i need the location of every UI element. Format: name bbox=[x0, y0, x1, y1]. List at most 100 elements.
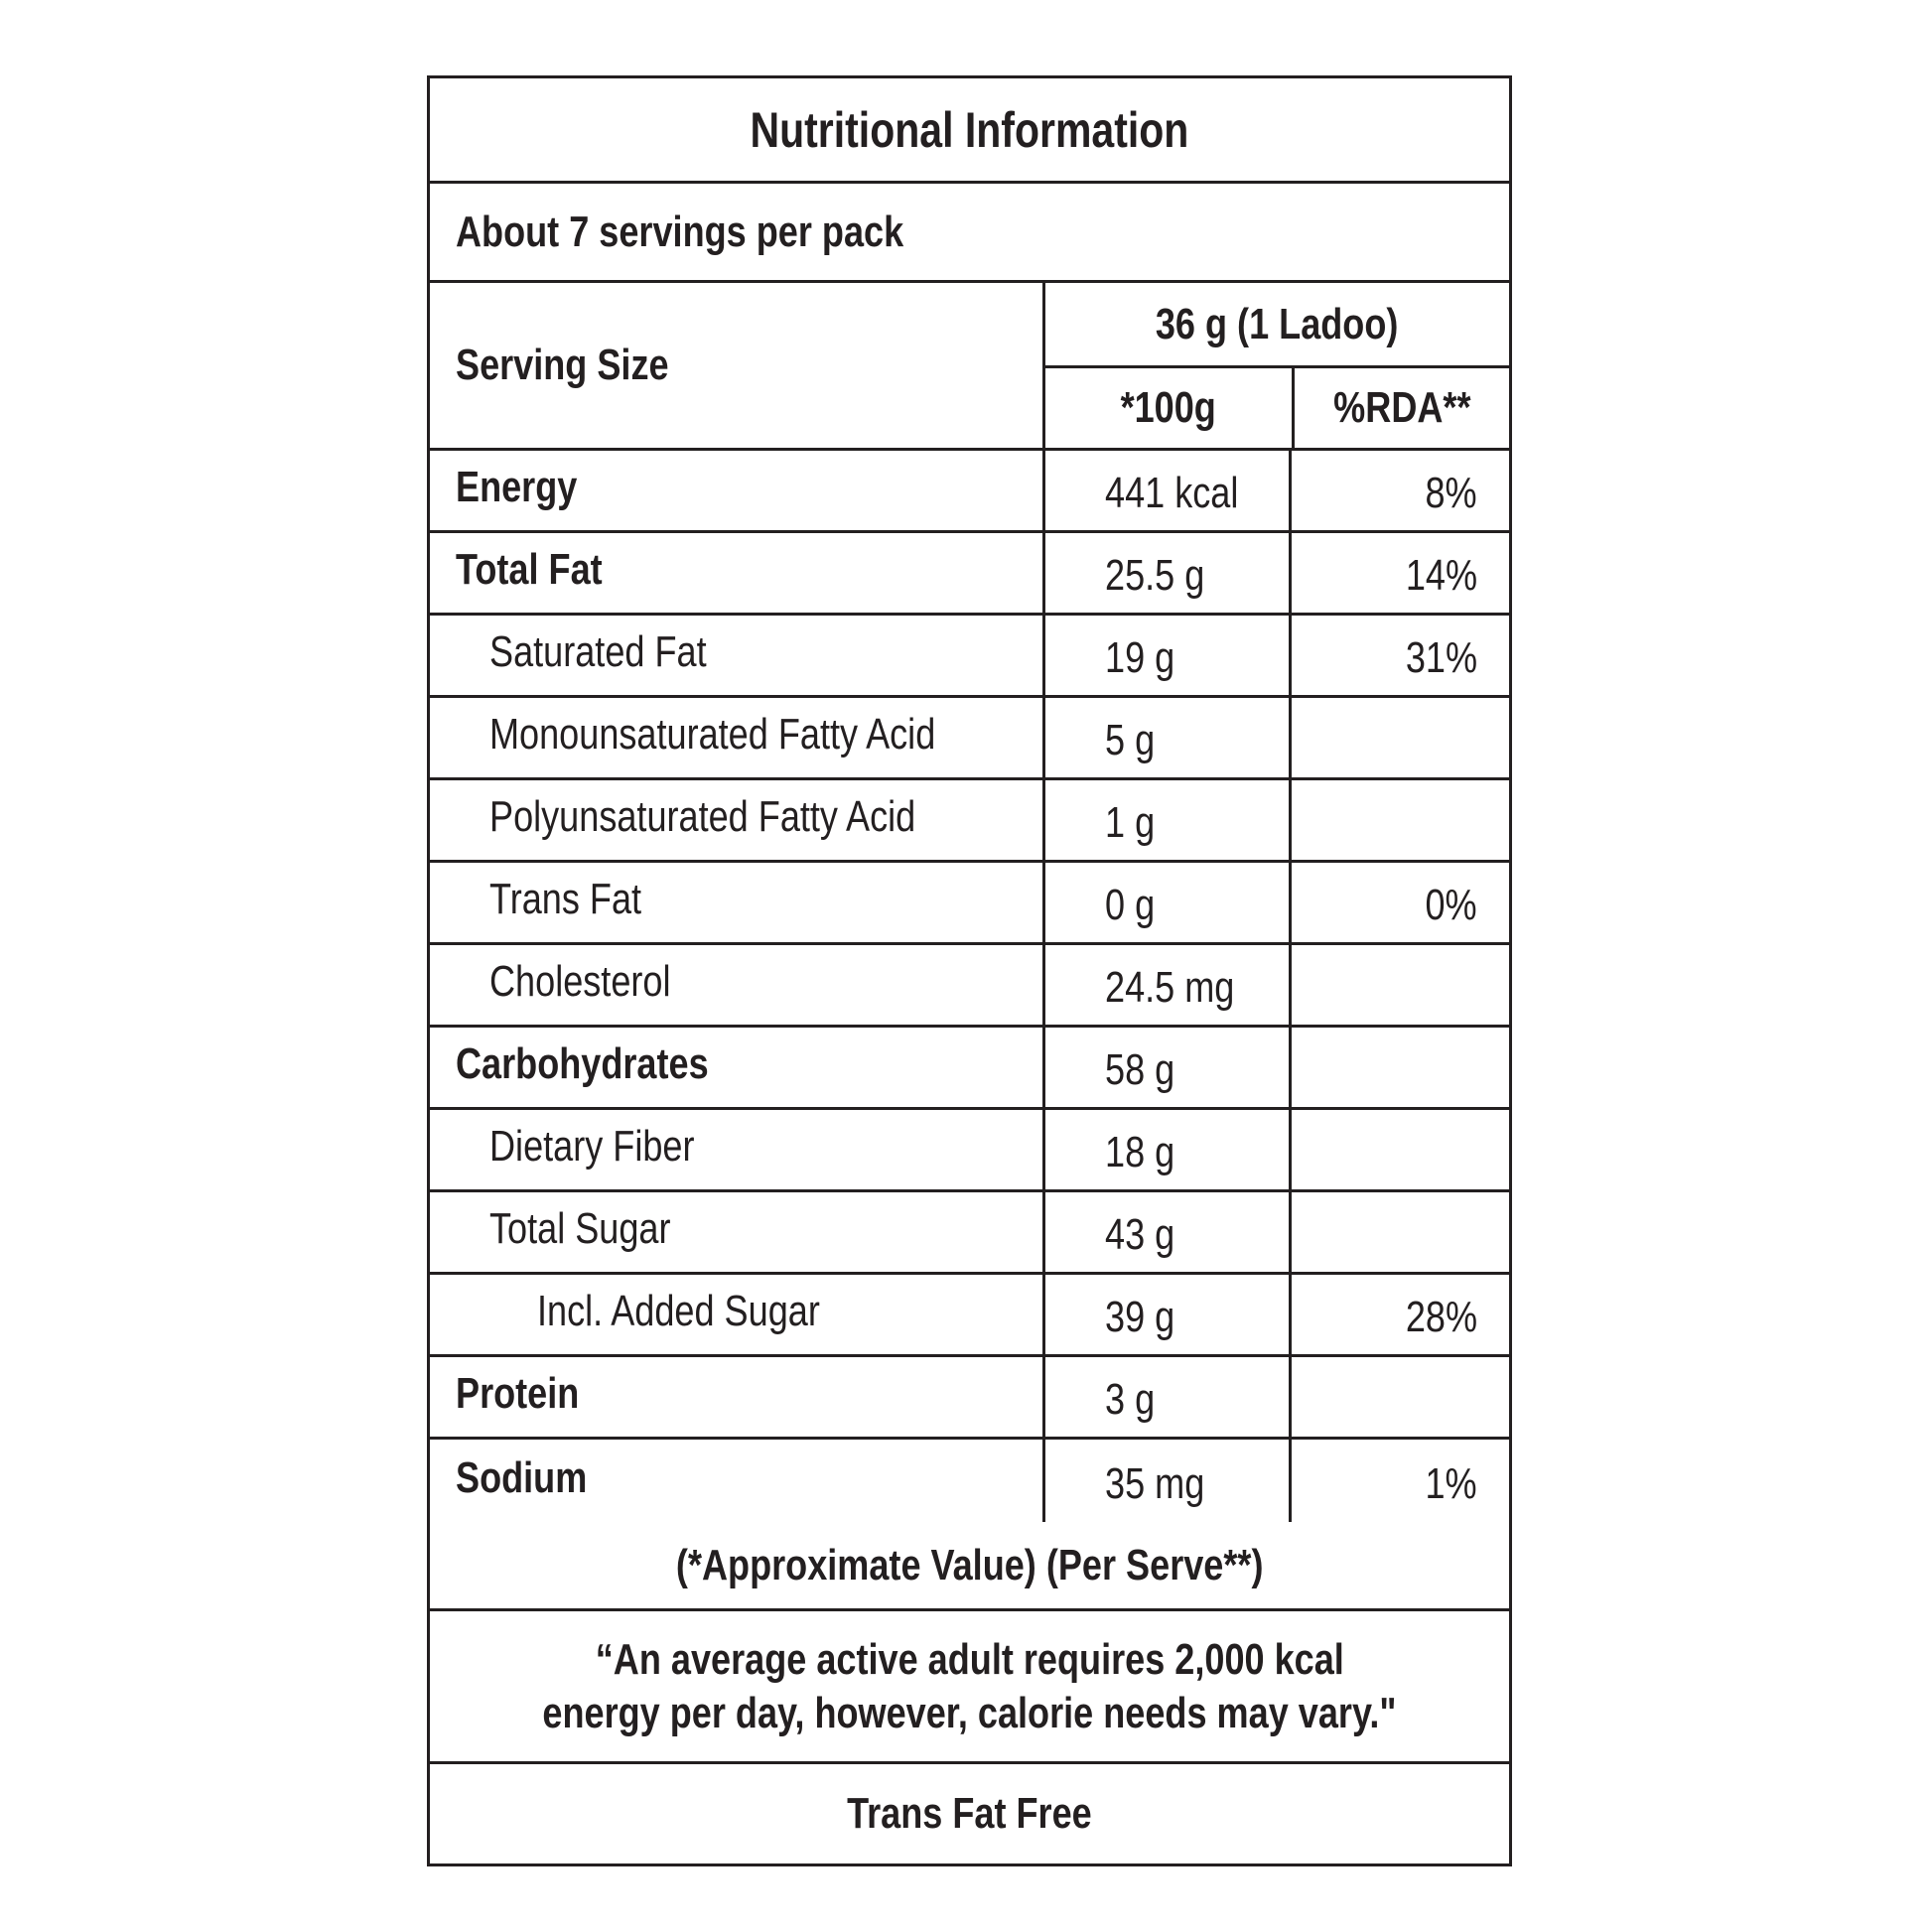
nutrient-name: Protein bbox=[456, 1369, 580, 1418]
rda-cell: 14% bbox=[1292, 533, 1509, 613]
rda-value: 1% bbox=[1425, 1458, 1477, 1508]
rda-header: %RDA** bbox=[1295, 368, 1509, 448]
rda-cell: 0% bbox=[1292, 863, 1509, 942]
per-100g-value: 0 g bbox=[1105, 881, 1156, 929]
nutrient-row: Protein 3 g bbox=[430, 1357, 1509, 1440]
nutrient-name: Sodium bbox=[456, 1452, 588, 1502]
serving-size-value-cell: 36 g (1 Ladoo) bbox=[1045, 283, 1509, 368]
rda-value: 0% bbox=[1425, 881, 1477, 929]
serving-size-value: 36 g (1 Ladoo) bbox=[1156, 299, 1399, 348]
per-100g-value: 43 g bbox=[1105, 1210, 1175, 1259]
rda-cell bbox=[1292, 1110, 1509, 1189]
nutrient-name-cell: Cholesterol bbox=[430, 945, 1045, 1025]
nutrient-row: Cholesterol 24.5 mg bbox=[430, 945, 1509, 1028]
per-100g-value: 39 g bbox=[1105, 1293, 1175, 1341]
servings-per-pack: About 7 servings per pack bbox=[456, 207, 904, 256]
rda-cell bbox=[1292, 1357, 1509, 1437]
nutrient-name-cell: Carbohydrates bbox=[430, 1028, 1045, 1107]
rda-cell: 1% bbox=[1292, 1440, 1509, 1522]
per-100g-value: 5 g bbox=[1105, 716, 1156, 764]
footnote-row: (*Approximate Value) (Per Serve**) bbox=[430, 1522, 1509, 1611]
nutrient-name-cell: Saturated Fat bbox=[430, 616, 1045, 695]
per-100g-value: 1 g bbox=[1105, 798, 1156, 847]
per-100g-cell: 0 g bbox=[1045, 863, 1292, 942]
per-100g-value: 24.5 mg bbox=[1105, 963, 1235, 1012]
energy-statement-row: “An average active adult requires 2,000 … bbox=[430, 1611, 1509, 1764]
serving-size-cell: Serving Size bbox=[430, 283, 1045, 448]
nutrient-name: Polyunsaturated Fatty Acid bbox=[489, 792, 916, 841]
per-100g-value: 441 kcal bbox=[1105, 469, 1239, 517]
rda-cell bbox=[1292, 698, 1509, 777]
nutrient-name-cell: Sodium bbox=[430, 1440, 1045, 1522]
trans-fat-free-claim: Trans Fat Free bbox=[847, 1789, 1092, 1838]
nutrient-row: Dietary Fiber 18 g bbox=[430, 1110, 1509, 1192]
per-100g-cell: 43 g bbox=[1045, 1192, 1292, 1272]
nutrient-name-cell: Dietary Fiber bbox=[430, 1110, 1045, 1189]
nutrient-row: Incl. Added Sugar 39 g 28% bbox=[430, 1275, 1509, 1357]
nutrient-row: Total Fat 25.5 g 14% bbox=[430, 533, 1509, 616]
rda-cell bbox=[1292, 1192, 1509, 1272]
nutrient-name-cell: Trans Fat bbox=[430, 863, 1045, 942]
nutrient-row: Total Sugar 43 g bbox=[430, 1192, 1509, 1275]
nutrient-name: Carbohydrates bbox=[456, 1039, 709, 1088]
nutrient-name: Total Fat bbox=[456, 545, 603, 594]
nutrient-name-cell: Monounsaturated Fatty Acid bbox=[430, 698, 1045, 777]
nutrient-row: Saturated Fat 19 g 31% bbox=[430, 616, 1509, 698]
per-100g-cell: 1 g bbox=[1045, 780, 1292, 860]
rda-cell bbox=[1292, 1028, 1509, 1107]
nutrient-name: Incl. Added Sugar bbox=[537, 1287, 820, 1335]
per-100g-header-text: *100g bbox=[1120, 383, 1217, 432]
per-100g-value: 25.5 g bbox=[1105, 551, 1205, 600]
nutrient-name-cell: Energy bbox=[430, 451, 1045, 530]
per-100g-cell: 441 kcal bbox=[1045, 451, 1292, 530]
nutrient-name: Monounsaturated Fatty Acid bbox=[489, 710, 936, 759]
per-100g-cell: 3 g bbox=[1045, 1357, 1292, 1437]
energy-statement-line-1: “An average active adult requires 2,000 … bbox=[595, 1634, 1344, 1684]
per-100g-cell: 5 g bbox=[1045, 698, 1292, 777]
nutrient-name-cell: Incl. Added Sugar bbox=[430, 1275, 1045, 1354]
per-100g-cell: 39 g bbox=[1045, 1275, 1292, 1354]
per-100g-value: 19 g bbox=[1105, 633, 1175, 682]
nutrient-row: Trans Fat 0 g 0% bbox=[430, 863, 1509, 945]
per-100g-header: *100g bbox=[1045, 368, 1295, 448]
per-100g-cell: 25.5 g bbox=[1045, 533, 1292, 613]
nutrient-name: Energy bbox=[456, 463, 578, 511]
nutrient-row: Energy 441 kcal 8% bbox=[430, 451, 1509, 533]
rda-cell bbox=[1292, 780, 1509, 860]
rda-cell bbox=[1292, 945, 1509, 1025]
nutrient-name: Cholesterol bbox=[489, 957, 671, 1006]
per-100g-cell: 58 g bbox=[1045, 1028, 1292, 1107]
nutrition-label: Nutritional Information About 7 servings… bbox=[427, 75, 1512, 1866]
nutrient-name: Saturated Fat bbox=[489, 627, 707, 676]
per-100g-cell: 35 mg bbox=[1045, 1440, 1292, 1522]
rda-value: 28% bbox=[1405, 1293, 1477, 1341]
nutrient-name-cell: Total Sugar bbox=[430, 1192, 1045, 1272]
per-100g-value: 18 g bbox=[1105, 1128, 1175, 1176]
footnote: (*Approximate Value) (Per Serve**) bbox=[675, 1540, 1264, 1589]
nutrient-name-cell: Protein bbox=[430, 1357, 1045, 1437]
per-100g-cell: 19 g bbox=[1045, 616, 1292, 695]
nutrient-name-cell: Polyunsaturated Fatty Acid bbox=[430, 780, 1045, 860]
nutrient-name-cell: Total Fat bbox=[430, 533, 1045, 613]
nutrient-row: Sodium 35 mg 1% bbox=[430, 1440, 1509, 1522]
per-100g-cell: 24.5 mg bbox=[1045, 945, 1292, 1025]
nutrient-row: Polyunsaturated Fatty Acid 1 g bbox=[430, 780, 1509, 863]
per-100g-value: 35 mg bbox=[1105, 1458, 1205, 1508]
rda-value: 8% bbox=[1425, 469, 1477, 517]
serving-size-label: Serving Size bbox=[456, 341, 669, 389]
title-row: Nutritional Information bbox=[430, 78, 1509, 184]
rda-cell: 31% bbox=[1292, 616, 1509, 695]
rda-value: 14% bbox=[1405, 551, 1477, 600]
label-title: Nutritional Information bbox=[750, 101, 1189, 158]
nutrient-row: Carbohydrates 58 g bbox=[430, 1028, 1509, 1110]
claim-row: Trans Fat Free bbox=[430, 1764, 1509, 1863]
per-100g-cell: 18 g bbox=[1045, 1110, 1292, 1189]
nutrient-row: Monounsaturated Fatty Acid 5 g bbox=[430, 698, 1509, 780]
per-100g-value: 3 g bbox=[1105, 1375, 1156, 1424]
rda-cell: 8% bbox=[1292, 451, 1509, 530]
nutrient-name: Trans Fat bbox=[489, 875, 642, 923]
rda-cell: 28% bbox=[1292, 1275, 1509, 1354]
servings-row: About 7 servings per pack bbox=[430, 184, 1509, 283]
energy-statement-line-2: energy per day, however, calorie needs m… bbox=[542, 1688, 1397, 1737]
nutrient-name: Dietary Fiber bbox=[489, 1122, 695, 1171]
